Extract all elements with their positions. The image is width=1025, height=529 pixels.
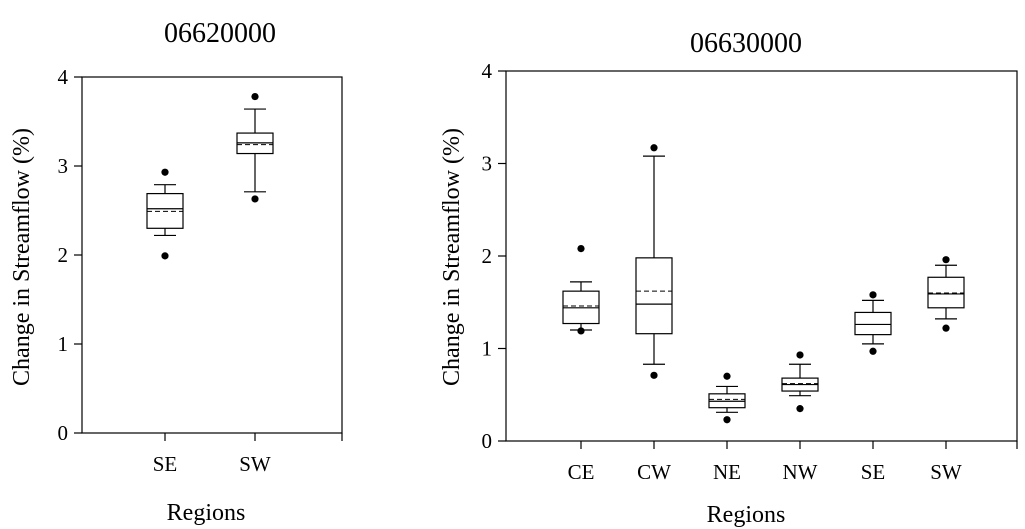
outlier-point	[161, 252, 169, 260]
outlier-point	[251, 92, 259, 101]
y-axis-label: Change in Streamflow (%)	[9, 128, 35, 386]
outlier-point	[796, 405, 804, 413]
box-nw	[781, 351, 819, 413]
box-sw	[927, 256, 965, 332]
x-tick-label: NW	[783, 460, 818, 484]
outlier-point	[577, 245, 585, 253]
outlier-point	[723, 372, 731, 380]
outlier-point	[796, 351, 804, 359]
x-axis-label: Regions	[167, 500, 246, 526]
chart-panel-06630000: 06630000 Change in Streamflow (%) Region…	[439, 28, 1018, 528]
x-tick-label: SW	[930, 460, 962, 484]
box-series	[146, 92, 274, 260]
outlier-point	[650, 371, 658, 379]
outlier-point	[161, 168, 169, 176]
y-tick-label: 2	[482, 244, 493, 268]
outlier-point	[869, 347, 877, 355]
outlier-point	[942, 256, 950, 264]
axis-ticks: 0 1 2 3 4 SE SW	[58, 65, 343, 476]
outlier-point	[869, 291, 877, 299]
box-se	[146, 168, 184, 260]
y-tick-label: 3	[482, 152, 493, 176]
plot-axes	[81, 76, 343, 434]
y-tick-label: 0	[58, 421, 69, 445]
outlier-point	[650, 144, 658, 152]
x-tick-label: SE	[153, 452, 178, 476]
outlier-point	[723, 416, 731, 424]
x-tick-label: NE	[713, 460, 741, 484]
outlier-point	[942, 324, 950, 332]
x-tick-label: SW	[239, 452, 271, 476]
box-ne	[708, 372, 746, 424]
x-tick-label: SE	[861, 460, 886, 484]
y-tick-label: 3	[58, 154, 69, 178]
box-cw	[635, 144, 673, 379]
chart-title: 06630000	[690, 28, 802, 59]
box-se	[854, 291, 892, 355]
y-tick-label: 2	[58, 243, 69, 267]
x-tick-label: CW	[637, 460, 671, 484]
y-tick-label: 1	[482, 337, 493, 361]
outlier-point	[577, 327, 585, 335]
plot-frame	[81, 76, 343, 434]
y-tick-label: 0	[482, 429, 493, 453]
outlier-point	[251, 195, 259, 203]
y-tick-label: 4	[58, 65, 69, 89]
x-tick-label: CE	[568, 460, 595, 484]
box-ce	[562, 245, 600, 335]
chart-panel-06620000: 06620000 Change in Streamflow (%) Region…	[9, 18, 343, 526]
y-axis-label: Change in Streamflow (%)	[439, 128, 465, 386]
box-series	[562, 144, 965, 424]
axis-ticks: 0 1 2 3 4 CE CW NE NW SE SW	[482, 59, 1018, 484]
plot-frame	[505, 70, 1018, 442]
plot-axes	[505, 70, 1018, 442]
box-sw	[236, 92, 274, 203]
y-tick-label: 4	[482, 59, 493, 83]
chart-title: 06620000	[164, 18, 276, 49]
y-tick-label: 1	[58, 332, 69, 356]
x-axis-label: Regions	[707, 502, 786, 528]
box-iqr	[854, 311, 892, 336]
box-iqr	[635, 257, 673, 335]
